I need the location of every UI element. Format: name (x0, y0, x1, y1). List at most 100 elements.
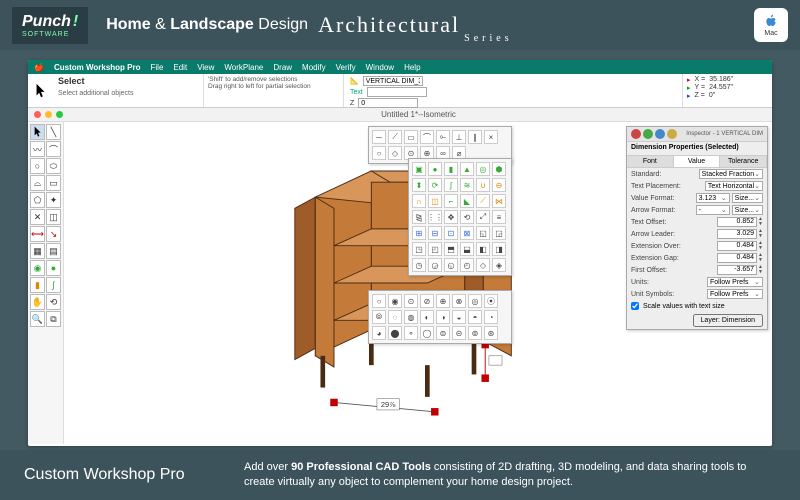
minimize-icon[interactable] (45, 111, 52, 118)
pal-sphere-icon[interactable]: ● (428, 162, 442, 176)
pal-c4-icon[interactable]: ◴ (460, 258, 474, 272)
arrowformat-select[interactable]: - (696, 205, 730, 215)
pal3-m[interactable]: ◑ (436, 310, 450, 324)
pal-box-icon[interactable]: ▣ (412, 162, 426, 176)
3d-viewport[interactable]: 29⅞ ─ ⟋ ▭ ⌒ ⟜ ⊥ ∥ × ○ ◇ (64, 122, 772, 444)
shape-palette-3[interactable]: ○ ◉ ⊙ ⊘ ⊕ ⊗ ◎ ⦿ ⦾ ◌ ◍ ◐ ◑ ◒ ◓ ◔ ◕ (368, 290, 512, 344)
arrowleader-input[interactable]: 3.029 (717, 229, 757, 239)
close-icon[interactable] (34, 111, 41, 118)
polyline-tool[interactable]: 〰 (30, 141, 45, 157)
pal-d1-icon[interactable]: ◇ (476, 258, 490, 272)
pal-h7-icon[interactable]: ◳ (412, 242, 426, 256)
pal3-s[interactable]: ⚬ (404, 326, 418, 340)
pal-union-icon[interactable]: ∪ (476, 178, 490, 192)
pal3-q[interactable]: ◕ (372, 326, 386, 340)
scale-checkbox[interactable] (631, 302, 639, 310)
pal-h9-icon[interactable]: ⬒ (444, 242, 458, 256)
menu-item[interactable]: Help (404, 63, 420, 72)
pal3-f[interactable]: ⊗ (452, 294, 466, 308)
menu-item[interactable]: Window (366, 63, 394, 72)
standard-select[interactable]: Stacked Fraction (699, 169, 763, 179)
pal-perp-icon[interactable]: ⊥ (452, 130, 466, 144)
layers-tool[interactable]: ▤ (46, 243, 61, 259)
pal3-j[interactable]: ◌ (388, 310, 402, 324)
pal-h8-icon[interactable]: ◰ (428, 242, 442, 256)
curve-tool[interactable]: ⌒ (46, 141, 61, 157)
valueformat-select[interactable]: 3.123 (696, 193, 730, 203)
pal-intersect2-icon[interactable]: ∩ (412, 194, 426, 208)
cross-tool[interactable]: ✕ (30, 209, 45, 225)
textplacement-select[interactable]: Text Horizontal (705, 181, 763, 191)
pal-rect-icon[interactable]: ▭ (404, 130, 418, 144)
dimension-tool[interactable]: ⟷ (30, 226, 45, 242)
zoom-icon[interactable] (56, 111, 63, 118)
pal3-d[interactable]: ⊘ (420, 294, 434, 308)
spin-icon[interactable]: ▲▼ (758, 265, 763, 275)
pal-tangent-icon[interactable]: ⟜ (436, 130, 450, 144)
ellipse-tool[interactable]: ⬭ (46, 158, 61, 174)
zoom-tool[interactable]: 🔍 (30, 311, 45, 327)
pal-h10-icon[interactable]: ⬓ (460, 242, 474, 256)
pan-tool[interactable]: ✋ (30, 294, 45, 310)
pal-h1-icon[interactable]: ⊞ (412, 226, 426, 240)
pal3-l[interactable]: ◐ (420, 310, 434, 324)
menu-item[interactable]: Verify (336, 63, 356, 72)
pal-arc-icon[interactable]: ⌒ (420, 130, 434, 144)
menu-item[interactable]: Modify (302, 63, 326, 72)
pal-end-icon[interactable]: ◇ (388, 146, 402, 160)
pal-mid-icon[interactable]: ○ (372, 146, 386, 160)
solid-palette[interactable]: ▣ ● ▮ ▲ ◎ ⬢ ⬍ ⟳ ∫ ≋ ∪ ⊖ ∩ ◫ ⌐ ◣ ⟋ (408, 158, 512, 276)
menu-item[interactable]: File (151, 63, 164, 72)
pal-parallel-icon[interactable]: ∥ (468, 130, 482, 144)
pal3-t[interactable]: ◯ (420, 326, 434, 340)
sweep-tool[interactable]: ∫ (46, 277, 61, 293)
pal-revolve-icon[interactable]: ⟳ (428, 178, 442, 192)
pal-cylinder-icon[interactable]: ▮ (444, 162, 458, 176)
extgap-input[interactable]: 0.484 (717, 253, 757, 263)
pal3-i[interactable]: ⦾ (372, 310, 386, 324)
orbit-tool[interactable]: ⟲ (46, 294, 61, 310)
menu-item[interactable]: Custom Workshop Pro (54, 63, 141, 72)
pal-h5-icon[interactable]: ◱ (476, 226, 490, 240)
sphere-tool[interactable]: ● (46, 260, 61, 276)
textoffset-input[interactable]: 0.852 (717, 217, 757, 227)
pal-sweep2-icon[interactable]: ∫ (444, 178, 458, 192)
pal-slice-icon[interactable]: ⟋ (476, 194, 490, 208)
pal3-c[interactable]: ⊙ (404, 294, 418, 308)
select-tool[interactable] (30, 124, 45, 140)
circle-tool[interactable]: ○ (30, 158, 45, 174)
pal-align-icon[interactable]: ≡ (492, 210, 506, 224)
pal-c2-icon[interactable]: ◶ (428, 258, 442, 272)
arc-tool[interactable]: ⌓ (30, 175, 45, 191)
palette-tool[interactable]: ▦ (30, 243, 45, 259)
menu-item[interactable]: View (197, 63, 214, 72)
tab-value[interactable]: Value (674, 156, 721, 167)
spin-icon[interactable]: ▲▼ (758, 217, 763, 227)
pal-c3-icon[interactable]: ◵ (444, 258, 458, 272)
pal3-p[interactable]: ◔ (484, 310, 498, 324)
units-select[interactable]: Follow Prefs (707, 277, 763, 287)
leader-tool[interactable]: ↘ (46, 226, 61, 242)
insp-icon-yellow[interactable] (667, 129, 677, 139)
pal3-w[interactable]: ⊚ (468, 326, 482, 340)
pal-torus-icon[interactable]: ◎ (476, 162, 490, 176)
pal-h6-icon[interactable]: ◲ (492, 226, 506, 240)
pal-d2-icon[interactable]: ◈ (492, 258, 506, 272)
pal3-a[interactable]: ○ (372, 294, 386, 308)
3d-tool[interactable]: ◉ (30, 260, 45, 276)
insp-icon-red[interactable] (631, 129, 641, 139)
pal-array-icon[interactable]: ⋮⋮ (428, 210, 442, 224)
pal3-n[interactable]: ◒ (452, 310, 466, 324)
pal-subtract-icon[interactable]: ⊖ (492, 178, 506, 192)
pal3-v[interactable]: ⊝ (452, 326, 466, 340)
pal3-e[interactable]: ⊕ (436, 294, 450, 308)
pal-prism-icon[interactable]: ⬢ (492, 162, 506, 176)
tab-tolerance[interactable]: Tolerance (720, 156, 767, 167)
pal3-k[interactable]: ◍ (404, 310, 418, 324)
tab-font[interactable]: Font (627, 156, 674, 167)
spin-icon[interactable]: ▲▼ (758, 241, 763, 251)
pal-c1-icon[interactable]: ◷ (412, 258, 426, 272)
extover-input[interactable]: 0.484 (717, 241, 757, 251)
pal-move-icon[interactable]: ✥ (444, 210, 458, 224)
pal3-x[interactable]: ⊛ (484, 326, 498, 340)
